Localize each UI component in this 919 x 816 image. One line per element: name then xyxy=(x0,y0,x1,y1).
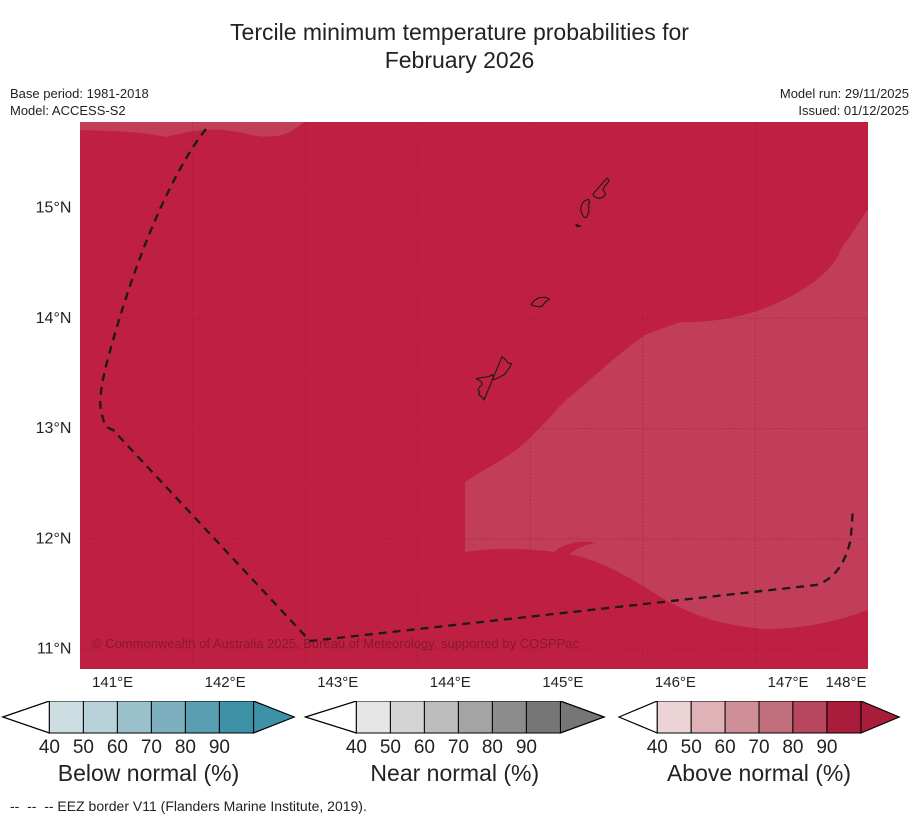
svg-text:40: 40 xyxy=(647,737,668,758)
svg-text:15°N: 15°N xyxy=(36,200,72,217)
svg-text:90: 90 xyxy=(209,737,230,758)
svg-text:146°E: 146°E xyxy=(655,674,696,691)
svg-text:144°E: 144°E xyxy=(430,674,471,691)
svg-text:40: 40 xyxy=(39,737,60,758)
svg-text:60: 60 xyxy=(107,737,128,758)
svg-text:Above normal (%): Above normal (%) xyxy=(667,760,851,786)
svg-text:70: 70 xyxy=(448,737,469,758)
svg-text:13°N: 13°N xyxy=(36,420,72,437)
svg-text:70: 70 xyxy=(748,737,769,758)
svg-text:80: 80 xyxy=(175,737,196,758)
svg-text:60: 60 xyxy=(715,737,736,758)
svg-text:142°E: 142°E xyxy=(205,674,246,691)
svg-text:14°N: 14°N xyxy=(36,310,72,327)
svg-text:12°N: 12°N xyxy=(36,531,72,548)
svg-text:50: 50 xyxy=(380,737,401,758)
svg-text:Below normal (%): Below normal (%) xyxy=(58,760,240,786)
svg-text:50: 50 xyxy=(73,737,94,758)
svg-text:50: 50 xyxy=(681,737,702,758)
svg-text:11°N: 11°N xyxy=(37,641,72,658)
svg-text:Near normal (%): Near normal (%) xyxy=(370,760,539,786)
svg-text:145°E: 145°E xyxy=(542,674,583,691)
svg-text:141°E: 141°E xyxy=(92,674,133,691)
svg-text:70: 70 xyxy=(141,737,162,758)
svg-text:90: 90 xyxy=(816,737,837,758)
svg-text:40: 40 xyxy=(346,737,367,758)
svg-text:147°E: 147°E xyxy=(767,674,808,691)
svg-text:80: 80 xyxy=(782,737,803,758)
svg-text:148°E: 148°E xyxy=(825,674,866,691)
svg-text:80: 80 xyxy=(482,737,503,758)
svg-text:143°E: 143°E xyxy=(317,674,358,691)
svg-text:90: 90 xyxy=(516,737,537,758)
svg-text:© Commonwealth of Australia 20: © Commonwealth of Australia 2025, Bureau… xyxy=(92,636,579,651)
svg-text:60: 60 xyxy=(414,737,435,758)
